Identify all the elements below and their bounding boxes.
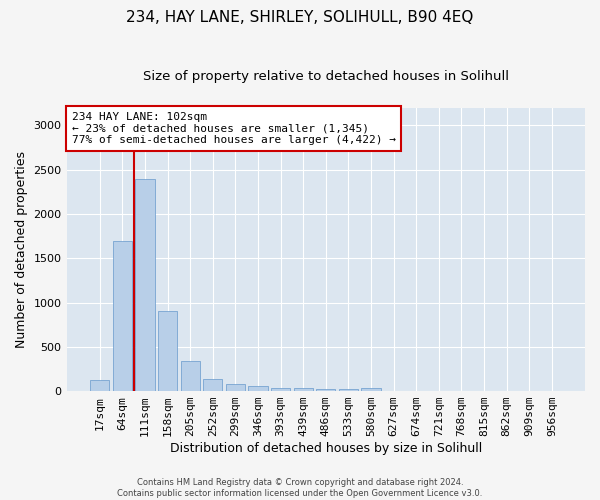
Bar (316, 389, 335, 391)
Y-axis label: Number of detached properties: Number of detached properties (15, 151, 28, 348)
Title: Size of property relative to detached houses in Solihull: Size of property relative to detached ho… (143, 70, 509, 83)
Bar (248, 386, 268, 391)
Bar (203, 378, 223, 391)
Bar (339, 390, 358, 391)
Bar (158, 312, 177, 391)
Bar (136, 178, 155, 391)
Text: Contains HM Land Registry data © Crown copyright and database right 2024.
Contai: Contains HM Land Registry data © Crown c… (118, 478, 482, 498)
Bar (293, 388, 313, 391)
Text: 234 HAY LANE: 102sqm
← 23% of detached houses are smaller (1,345)
77% of semi-de: 234 HAY LANE: 102sqm ← 23% of detached h… (72, 112, 396, 145)
Text: 234, HAY LANE, SHIRLEY, SOLIHULL, B90 4EQ: 234, HAY LANE, SHIRLEY, SOLIHULL, B90 4E… (127, 10, 473, 25)
Bar (226, 384, 245, 391)
Bar (113, 240, 132, 391)
Bar (271, 388, 290, 391)
X-axis label: Distribution of detached houses by size in Solihull: Distribution of detached houses by size … (170, 442, 482, 455)
Bar (181, 361, 200, 391)
Bar (361, 388, 380, 391)
Bar (90, 380, 109, 391)
